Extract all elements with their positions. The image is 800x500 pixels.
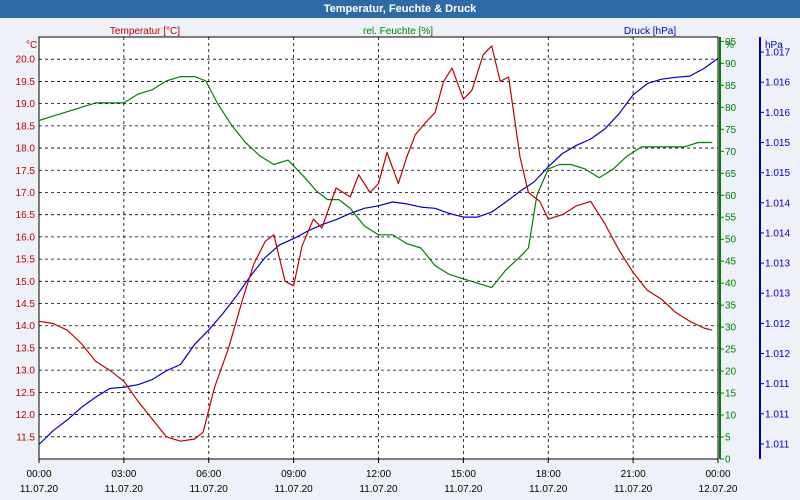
pressure-tick-label: 1.014 [765, 228, 790, 239]
pressure-tick-label: 1.013 [765, 289, 790, 300]
humidity-tick-label: 95 [725, 37, 737, 48]
pressure-tick-label: 1.011 [765, 379, 790, 390]
humidity-tick-label: 50 [725, 235, 737, 246]
x-tick-time: 00:00 [705, 469, 730, 480]
pressure-tick-label: 1.017 [765, 48, 790, 59]
pressure-tick-label: 1.012 [765, 319, 790, 330]
x-tick-time: 15:00 [451, 469, 476, 480]
temp-tick-label: 12.0 [16, 410, 36, 421]
temp-tick-label: 11.5 [16, 432, 35, 443]
temp-tick-label: 14.5 [16, 299, 36, 310]
x-tick-date: 11.07.20 [20, 484, 59, 495]
temp-tick-label: 13.5 [16, 343, 36, 354]
pressure-line [38, 57, 719, 445]
pressure-tick-label: 1.011 [765, 409, 790, 420]
temperature-unit: °C [26, 40, 37, 51]
temp-tick-label: 15.0 [16, 277, 36, 288]
x-tick-date: 11.07.20 [275, 484, 314, 495]
temp-tick-label: 16.5 [16, 210, 36, 221]
temp-tick-label: 15.5 [16, 255, 36, 266]
humidity-tick-label: 60 [725, 191, 737, 202]
humidity-series-label: rel. Feuchte [%] [363, 26, 433, 37]
pressure-tick-label: 1.015 [765, 168, 790, 179]
humidity-tick-label: 10 [725, 411, 737, 422]
humidity-tick-label: 65 [725, 169, 737, 180]
x-tick-date: 11.07.20 [529, 484, 568, 495]
window-title: Temperatur, Feuchte & Druck [0, 0, 800, 18]
pressure-tick-label: 1.015 [765, 138, 790, 149]
humidity-tick-label: 55 [725, 213, 737, 224]
humidity-tick-label: 80 [725, 103, 737, 114]
x-tick-time: 18:00 [536, 469, 561, 480]
humidity-tick-label: 30 [725, 323, 737, 334]
x-tick-time: 09:00 [281, 469, 306, 480]
humidity-tick-label: 90 [725, 59, 737, 70]
humidity-tick-label: 20 [725, 367, 737, 378]
temp-tick-label: 19.0 [16, 99, 36, 110]
temp-tick-label: 17.5 [16, 166, 36, 177]
pressure-tick-label: 1.016 [765, 108, 790, 119]
x-tick-time: 12:00 [366, 469, 391, 480]
humidity-tick-label: 70 [725, 147, 737, 158]
humidity-tick-label: 40 [725, 279, 737, 290]
temp-tick-label: 18.0 [16, 144, 36, 155]
humidity-tick-label: 35 [725, 301, 737, 312]
temp-tick-label: 20.0 [16, 55, 36, 66]
x-tick-time: 06:00 [196, 469, 221, 480]
x-tick-date: 11.07.20 [190, 484, 229, 495]
pressure-series-label: Druck [hPa] [624, 26, 676, 37]
x-tick-time: 00:00 [26, 469, 51, 480]
temp-tick-label: 17.0 [16, 188, 36, 199]
x-tick-date: 11.07.20 [614, 484, 653, 495]
humidity-tick-label: 45 [725, 257, 737, 268]
temp-tick-label: 16.0 [16, 232, 36, 243]
humidity-unit: % [725, 40, 734, 51]
x-tick-date: 11.07.20 [444, 484, 483, 495]
temperature-line [38, 45, 713, 442]
x-tick-time: 03:00 [111, 469, 136, 480]
x-tick-date: 12.07.20 [699, 484, 738, 495]
temperature-series-label: Temperatur [°C] [110, 26, 180, 37]
pressure-tick-label: 1.016 [765, 78, 790, 89]
x-tick-date: 11.07.20 [105, 484, 144, 495]
pressure-tick-label: 1.013 [765, 259, 790, 270]
humidity-line [38, 76, 713, 289]
temp-tick-label: 12.5 [16, 388, 36, 399]
temp-tick-label: 18.5 [16, 121, 36, 132]
temp-tick-label: 19.5 [16, 77, 36, 88]
x-tick-date: 11.07.20 [359, 484, 398, 495]
x-tick-time: 21:00 [621, 469, 646, 480]
humidity-tick-label: 75 [725, 125, 737, 136]
pressure-tick-label: 1.012 [765, 349, 790, 360]
temp-tick-label: 13.0 [16, 366, 36, 377]
pressure-tick-label: 1.011 [765, 439, 790, 450]
humidity-tick-label: 85 [725, 81, 737, 92]
humidity-tick-label: 25 [725, 345, 737, 356]
humidity-tick-label: 5 [725, 433, 731, 444]
temp-tick-label: 14.0 [16, 321, 36, 332]
pressure-tick-label: 1.014 [765, 198, 790, 209]
humidity-tick-label: 0 [725, 455, 731, 466]
humidity-tick-label: 15 [725, 389, 737, 400]
pressure-unit: hPa [765, 40, 783, 51]
